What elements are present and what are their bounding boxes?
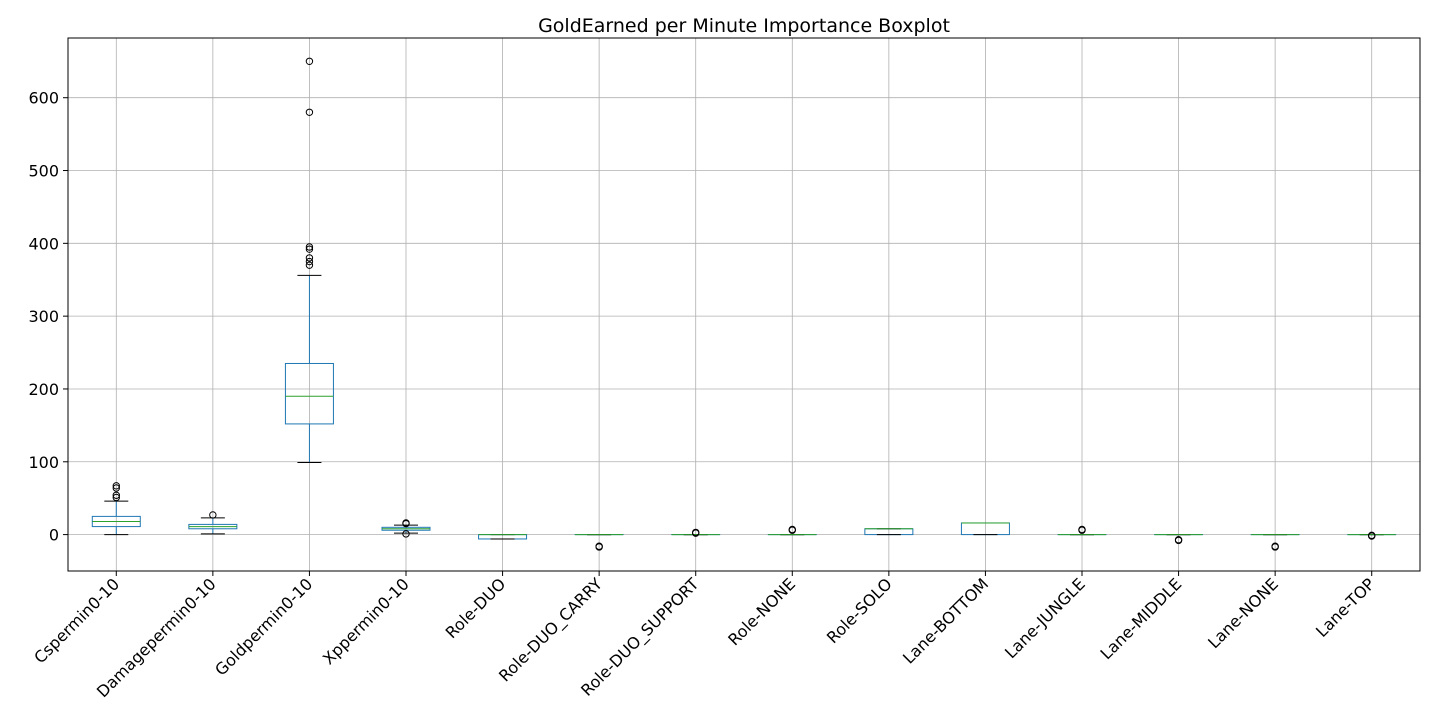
x-tick-label: Lane-TOP [1312, 574, 1379, 641]
outlier-point [112, 493, 120, 502]
outlier-point [1174, 536, 1183, 545]
box-group [960, 522, 1010, 536]
y-tick-label: 200 [28, 380, 59, 399]
box-group [864, 528, 914, 536]
outlier-point [305, 261, 314, 269]
y-tick-label: 0 [49, 526, 59, 545]
y-tick-label: 500 [28, 162, 59, 181]
outlier-point [1271, 543, 1279, 551]
x-tick-label: Role-DUO [442, 574, 510, 642]
y-tick-label: 600 [28, 89, 59, 108]
outlier-point [112, 491, 120, 499]
box-group [1250, 534, 1300, 551]
outlier-point [595, 543, 603, 551]
outlier-point [209, 511, 217, 519]
outlier-point [788, 525, 796, 534]
x-tick-label: Lane-JUNGLE [1001, 574, 1089, 662]
x-tick-label: Role-SOLO [823, 574, 896, 647]
x-tick-label: Xppermin0-10 [319, 574, 413, 668]
x-tick-label: Lane-BOTTOM [899, 574, 992, 667]
box-group [1154, 534, 1204, 545]
box-group [767, 525, 817, 536]
x-tick-label: Goldpermin0-10 [211, 574, 316, 679]
outlier-point [305, 254, 314, 262]
grid-layer [68, 38, 1420, 571]
axis-layer: 0100200300400500600Cspermin0-10Damageper… [28, 37, 1421, 701]
box-group [91, 482, 141, 536]
box-group [381, 519, 431, 538]
outlier-point [305, 245, 314, 253]
y-tick-label: 400 [28, 234, 59, 253]
outlier-point [402, 530, 410, 538]
box-group [671, 528, 721, 537]
x-tick-label: Lane-MIDDLE [1097, 574, 1186, 663]
box-group [284, 57, 334, 464]
x-tick-label: Lane-NONE [1204, 574, 1282, 652]
outlier-point [305, 257, 314, 266]
y-tick-label: 300 [28, 307, 59, 326]
box-group [1057, 525, 1107, 536]
outlier-point [402, 519, 410, 527]
chart-title: GoldEarned per Minute Importance Boxplot [538, 15, 950, 37]
outlier-point [1078, 525, 1086, 534]
outlier-point [692, 528, 700, 537]
box-group [478, 534, 528, 540]
box-group [188, 511, 238, 535]
boxes-layer [91, 57, 1397, 551]
outlier-point [112, 484, 120, 492]
box-group [574, 534, 624, 551]
outlier-point [305, 243, 314, 251]
box-group [1347, 531, 1397, 540]
x-tick-label: Cspermin0-10 [30, 574, 123, 667]
outlier-point [305, 57, 314, 66]
outlier-point [1368, 532, 1376, 540]
outlier-point [112, 482, 120, 490]
y-tick-label: 100 [28, 453, 59, 472]
x-tick-label: Role-NONE [724, 574, 799, 649]
plot-frame [67, 37, 1421, 572]
x-tick-label: Role-DUO_CARRY [495, 574, 607, 686]
outlier-point [305, 108, 314, 116]
